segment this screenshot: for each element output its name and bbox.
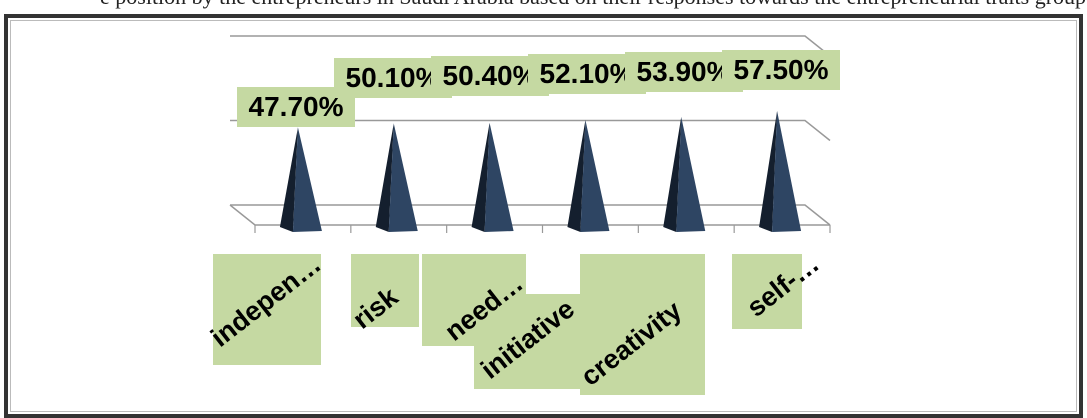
- caption-fragment: e position by the entrepreneurs in Saudi…: [0, 0, 1087, 10]
- category-label: [213, 254, 321, 365]
- category-label: [732, 254, 802, 329]
- svg-text:52.10%: 52.10%: [540, 58, 635, 89]
- pyramid-bar: [567, 119, 610, 232]
- chart-frame: 47.70% 50.10% 50.40% 52.10% 53.90% 57.50% ind…: [4, 14, 1083, 418]
- svg-text:53.90%: 53.90%: [637, 56, 732, 87]
- pyramid-bars: [279, 110, 802, 232]
- svg-text:47.70%: 47.70%: [249, 91, 344, 122]
- svg-text:50.10%: 50.10%: [346, 62, 441, 93]
- svg-text:57.50%: 57.50%: [734, 54, 829, 85]
- pyramid-bar: [759, 110, 802, 232]
- x-axis-ticks: [254, 225, 831, 233]
- pyramid-bar: [663, 116, 706, 232]
- floor-edge: [229, 204, 830, 226]
- gridline: [230, 204, 831, 226]
- pyramid-chart: 47.70%50.10% 50.40% 52.10% 53.90% 57.50% ind…: [205, 35, 840, 395]
- svg-text:50.40%: 50.40%: [443, 60, 538, 91]
- pyramid-bar: [471, 122, 514, 232]
- category-label: [351, 254, 419, 327]
- pyramid-bar: [279, 127, 322, 232]
- caption-text: e position by the entrepreneurs in Saudi…: [100, 0, 1087, 8]
- category-labels: indepen… risk need…initiativecreativitysel…: [205, 248, 825, 395]
- category-label: [580, 254, 705, 395]
- data-labels: 47.70%50.10% 50.40% 52.10% 53.90% 57.50%: [237, 50, 840, 127]
- gridline: [230, 35, 831, 57]
- data-label: 57.50%: [722, 50, 840, 90]
- pyramid-bar: [375, 123, 418, 232]
- gridline: [230, 119, 831, 142]
